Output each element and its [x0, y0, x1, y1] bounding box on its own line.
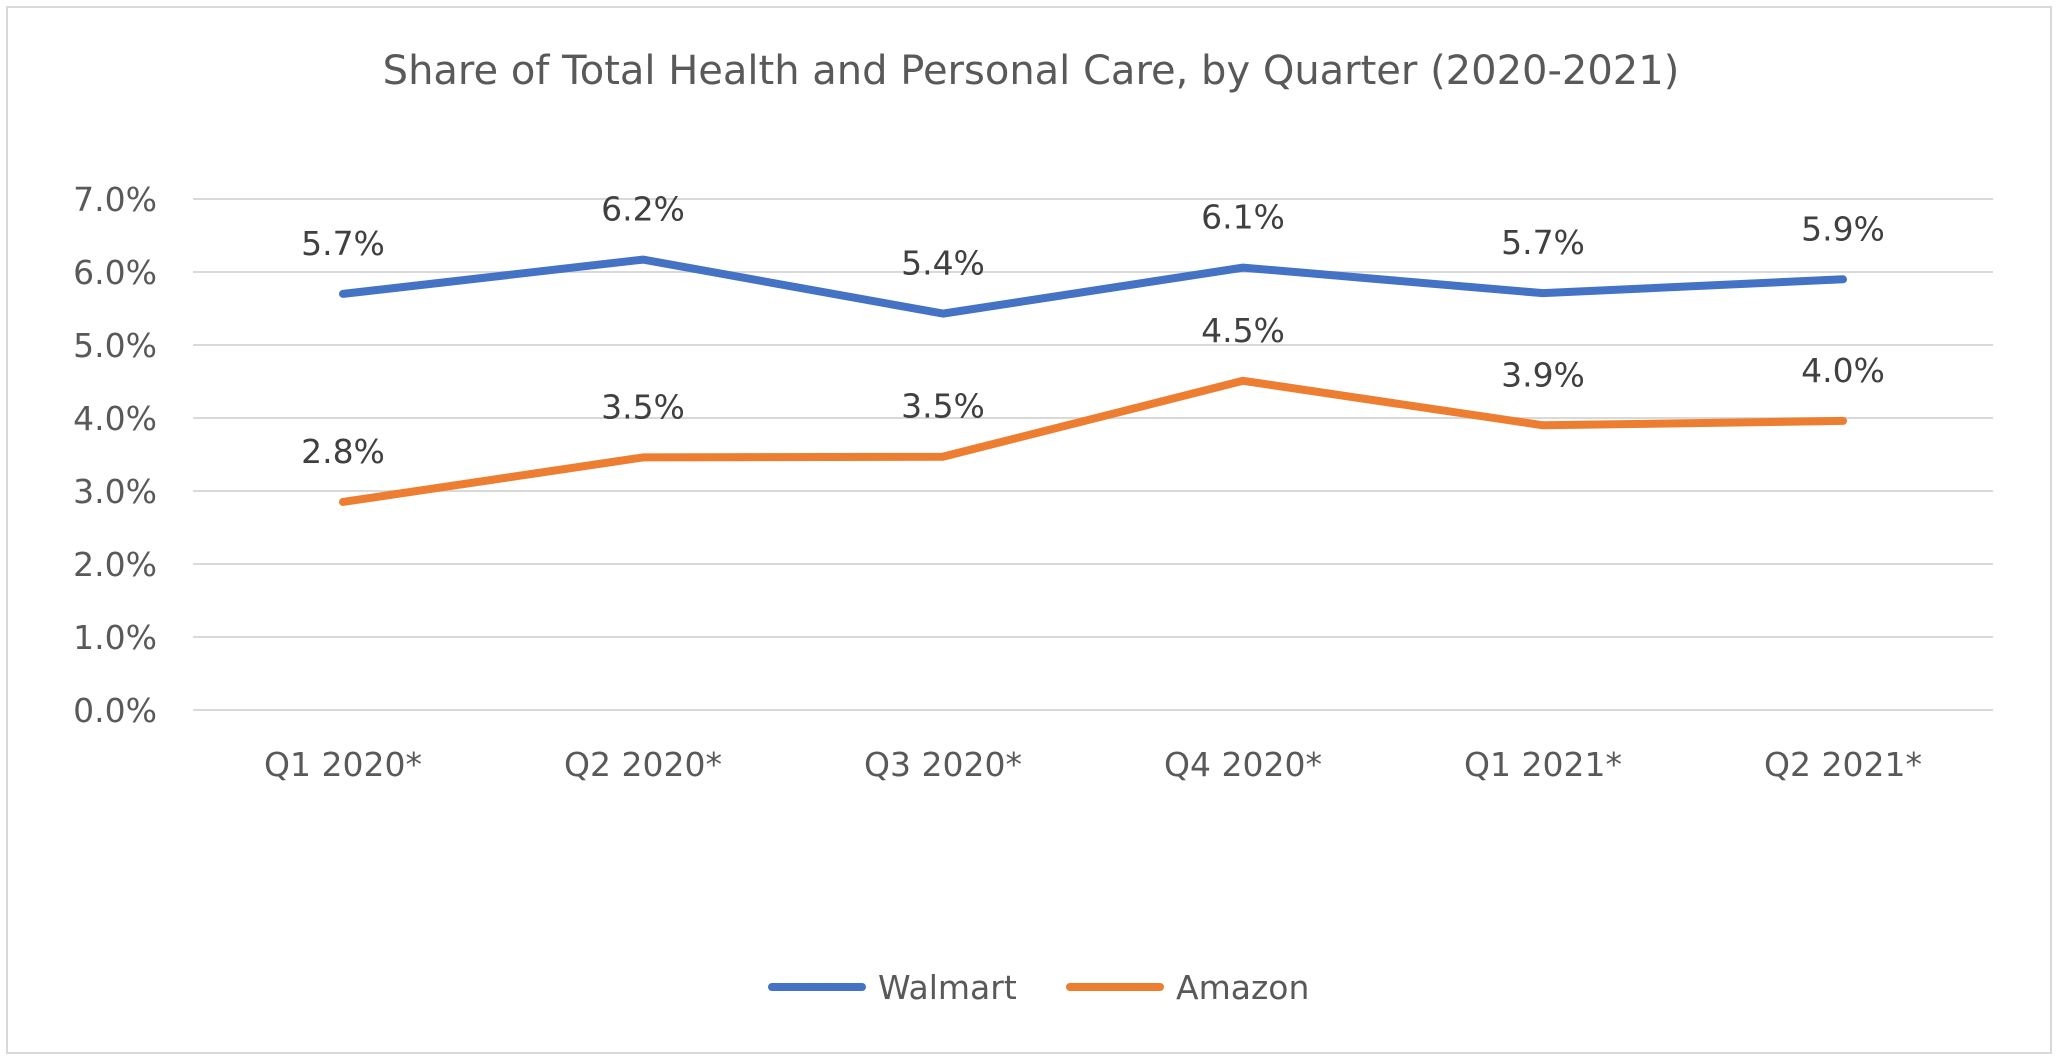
y-tick-label: 4.0%	[73, 399, 157, 438]
x-tick-label: Q3 2020*	[864, 745, 1022, 784]
data-label: 5.7%	[301, 224, 385, 263]
legend: Walmart Amazon	[768, 968, 1309, 1007]
x-tick-label: Q1 2020*	[264, 745, 422, 784]
y-tick-label: 1.0%	[73, 618, 157, 657]
series-lines	[339, 255, 1847, 506]
data-label: 6.2%	[601, 190, 685, 229]
chart-title: Share of Total Health and Personal Care,…	[383, 48, 1680, 94]
y-axis-ticks: 0.0% 1.0% 2.0% 3.0% 4.0% 5.0% 6.0% 7.0%	[73, 180, 157, 730]
data-label: 5.7%	[1501, 223, 1585, 262]
y-tick-label: 5.0%	[73, 326, 157, 365]
gridlines	[193, 198, 1993, 711]
data-label: 4.0%	[1801, 351, 1885, 390]
data-label: 4.5%	[1201, 311, 1285, 350]
x-tick-label: Q1 2021*	[1464, 745, 1622, 784]
data-label: 3.5%	[901, 387, 985, 426]
y-tick-label: 3.0%	[73, 472, 157, 511]
y-tick-label: 7.0%	[73, 180, 157, 219]
data-label: 3.5%	[601, 387, 685, 426]
series-line-amazon	[339, 376, 1847, 506]
data-labels: 5.7% 6.2% 5.4% 6.1% 5.7% 5.9% 2.8% 3.5% 3.5% 4.5%…	[301, 190, 1885, 471]
data-label: 3.9%	[1501, 355, 1585, 394]
data-label: 2.8%	[301, 432, 385, 471]
legend-label-walmart: Walmart	[878, 968, 1017, 1007]
y-tick-label: 6.0%	[73, 253, 157, 292]
data-label: 6.1%	[1201, 198, 1285, 237]
x-tick-label: Q4 2020*	[1164, 745, 1322, 784]
x-axis-ticks: Q1 2020* Q2 2020* Q3 2020* Q4 2020* Q1 2021*…	[264, 745, 1922, 784]
data-label: 5.4%	[901, 244, 985, 283]
chart-frame	[6, 6, 2052, 1054]
data-label: 5.9%	[1801, 209, 1885, 248]
y-tick-label: 2.0%	[73, 545, 157, 584]
y-tick-label: 0.0%	[73, 691, 157, 730]
x-tick-label: Q2 2020*	[564, 745, 722, 784]
series-line-walmart	[339, 255, 1847, 318]
legend-label-amazon: Amazon	[1176, 968, 1309, 1007]
x-tick-label: Q2 2021*	[1764, 745, 1922, 784]
